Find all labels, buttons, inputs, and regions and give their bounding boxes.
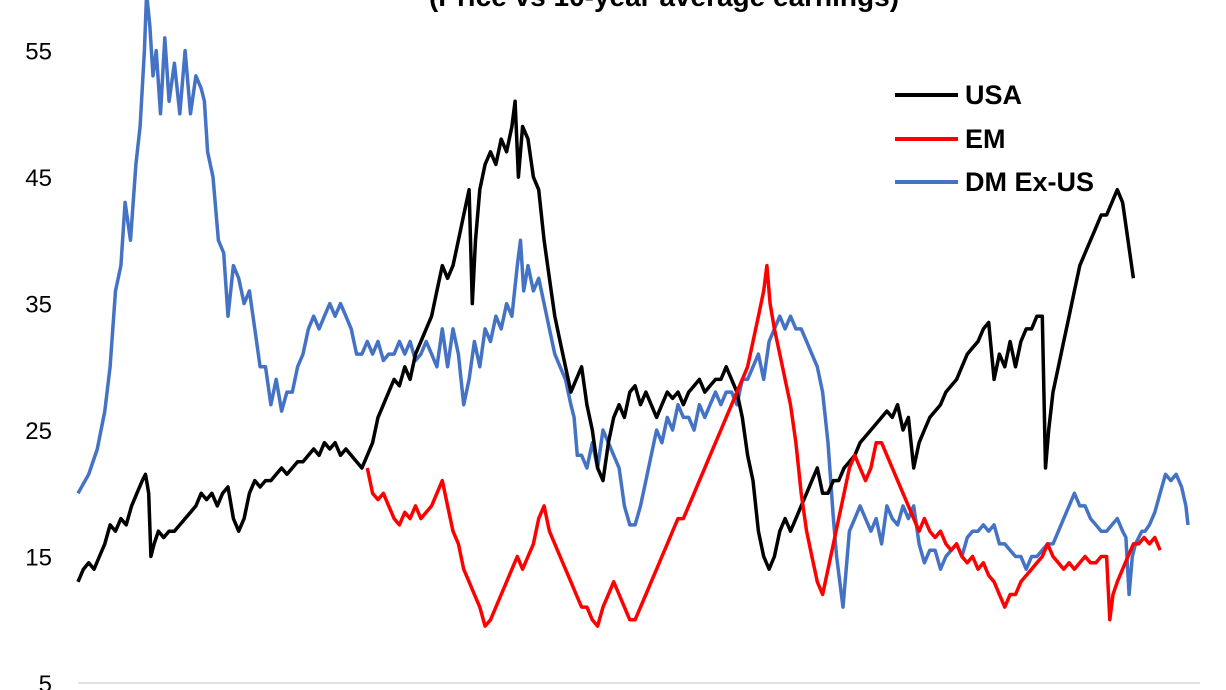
legend: USA EM DM Ex-US (895, 80, 1094, 197)
y-tick-label: 15 (25, 545, 52, 572)
y-axis-tick-labels: 5 15 25 35 45 55 (25, 39, 52, 690)
series-line-em (365, 263, 1162, 628)
series-lines (76, 0, 1190, 628)
y-tick-label: 45 (25, 165, 52, 192)
legend-label-usa: USA (965, 80, 1022, 110)
chart-title: (Price vs 10-year average earnings) (429, 0, 899, 12)
series-line-usa (76, 99, 1136, 583)
y-tick-label: 25 (25, 418, 52, 445)
y-tick-label: 5 (39, 671, 52, 690)
legend-label-em: EM (965, 124, 1006, 154)
y-tick-label: 55 (25, 39, 52, 66)
legend-label-dm-ex-us: DM Ex-US (965, 167, 1094, 197)
y-tick-label: 35 (25, 292, 52, 319)
series-line-dm-ex-us (76, 0, 1190, 609)
